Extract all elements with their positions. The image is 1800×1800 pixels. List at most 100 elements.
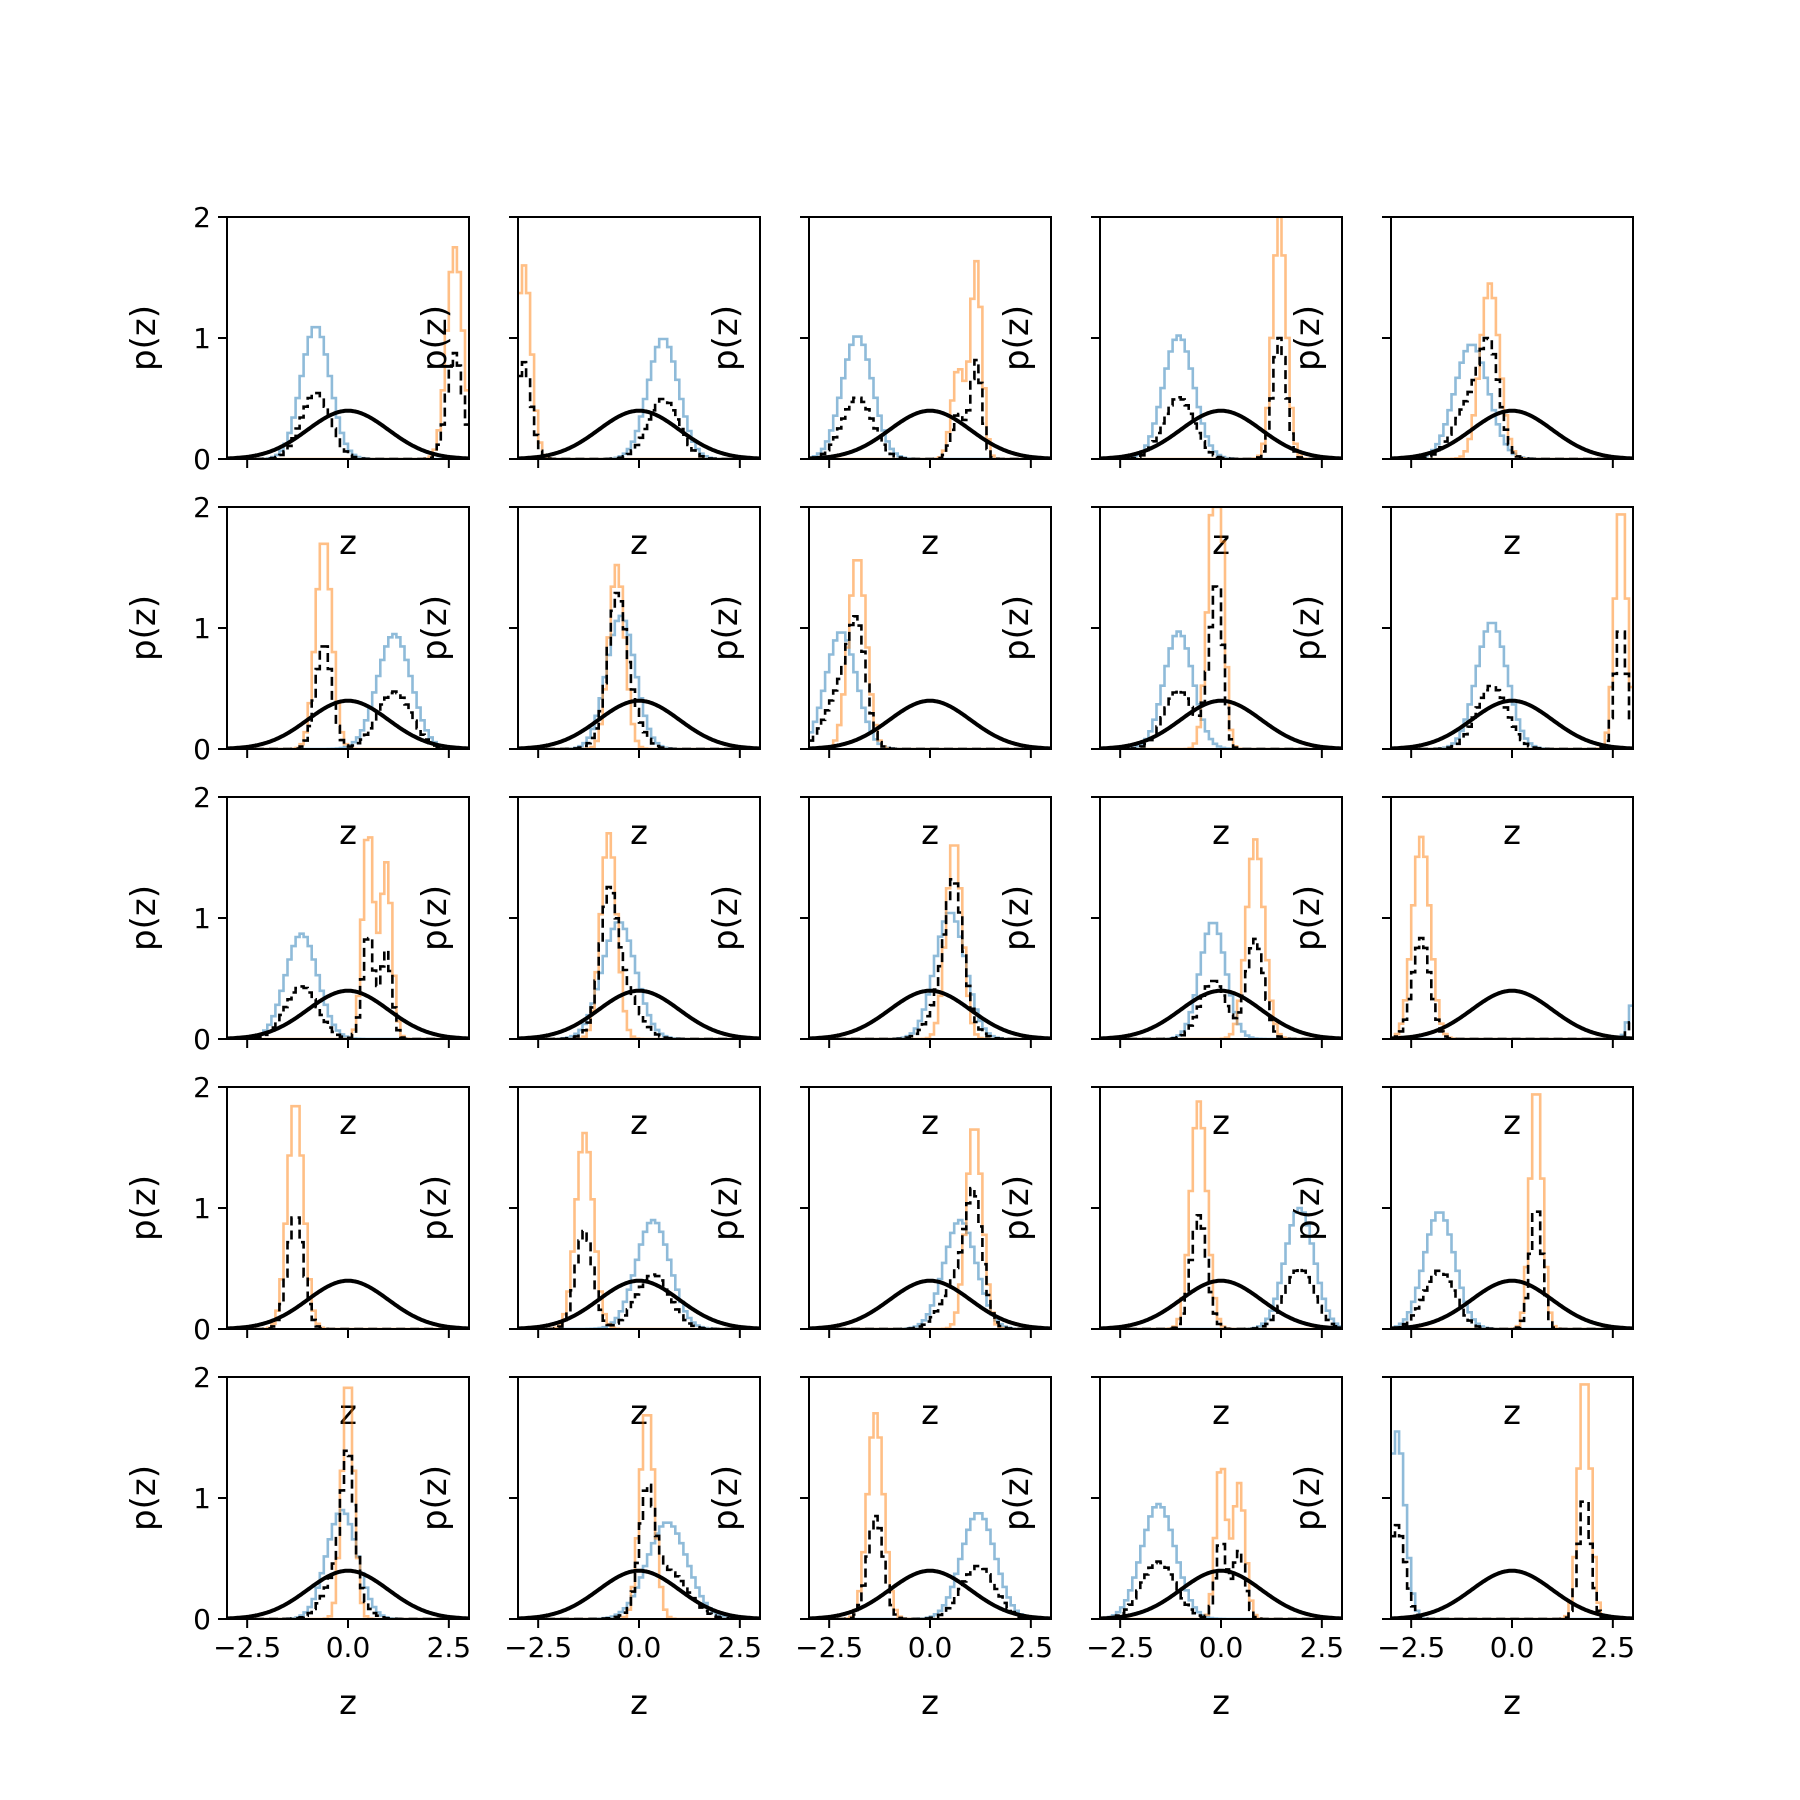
x-axis-label: z [339,813,357,853]
x-axis-label: z [630,1393,648,1433]
y-axis-label: p(z) [415,1465,455,1531]
y-axis-label: p(z) [706,1175,746,1241]
y-axis-label: p(z) [1288,305,1328,371]
prior-curve [518,1568,760,1619]
subplot-r2-c4: z p(z) [997,506,1343,853]
x-tick-label: 0.0 [908,1631,953,1664]
subplot-r2-c5: z p(z) [1288,506,1634,853]
x-axis-label: z [339,1393,357,1433]
subplot-r1-c2: z p(z) [415,216,761,563]
x-axis-label: z [339,1683,357,1723]
x-axis-label: z [339,1103,357,1143]
x-tick-label: 0.0 [326,1631,371,1664]
x-axis-label: z [1212,1103,1230,1143]
x-axis-label: z [1212,1683,1230,1723]
x-axis-label: z [1503,813,1521,853]
subplot-plot-area [809,259,1051,459]
y-axis-label: p(z) [124,305,164,371]
x-axis-label: z [921,1393,939,1433]
y-axis-label: p(z) [706,885,746,951]
orange-histogram [227,1386,469,1619]
x-axis-label: z [1212,813,1230,853]
subplot-plot-area [1100,507,1342,749]
subplot-r2-c1: z 0 1 2 p(z) [124,491,470,853]
prior-curve [1391,1278,1633,1329]
y-tick-label: 0 [193,733,211,766]
subplot-plot-area [1391,835,1633,1039]
orange-histogram [518,832,760,1039]
x-tick-label: −2.5 [213,1631,281,1664]
y-axis-label: p(z) [997,305,1037,371]
prior-curve [1100,1568,1342,1619]
y-tick-label: 2 [193,1361,211,1394]
y-axis-label: p(z) [1288,885,1328,951]
y-axis-label: p(z) [706,595,746,661]
x-axis-label: z [921,523,939,563]
prior-curve [1100,1278,1342,1329]
subplot-r1-c4: zp(z) [997,216,1343,563]
subplot-panels: z 0 1 2 p(z) z p(z) z p(z) z p(z) z p(z) z 0 1 2 p(z) z p(z… [124,201,1635,1723]
subplot-r5-c5: −2.5 0.0 2.5 z p(z) [1288,1376,1635,1723]
prior-curve [518,698,760,749]
x-axis-label: z [630,523,648,563]
y-tick-label: 0 [193,443,211,476]
dashed-combined-histogram [809,1186,1051,1329]
subplot-plot-area [1391,282,1633,459]
orange-histogram [1391,1093,1633,1329]
y-tick-label: 0 [193,1603,211,1636]
y-tick-label: 1 [193,612,211,645]
x-axis-label: z [1212,1393,1230,1433]
orange-histogram [1100,838,1342,1039]
prior-curve [227,988,469,1039]
orange-histogram [1391,513,1633,749]
x-axis-label: z [921,1683,939,1723]
blue-histogram [1100,1502,1342,1619]
subplot-plot-area [518,1414,760,1619]
y-axis-label: p(z) [997,595,1037,661]
x-tick-label: −2.5 [504,1631,572,1664]
subplot-r5-c3: −2.5 0.0 2.5 z p(z) [706,1376,1053,1723]
x-tick-label: 0.0 [1490,1631,1535,1664]
y-axis-label: p(z) [1288,595,1328,661]
y-tick-label: 2 [193,201,211,234]
prior-curve [1391,988,1633,1039]
prior-curve [1100,698,1342,749]
subplot-r3-c1: z 0 1 2 p(z) [124,781,470,1143]
subplot-plot-area [1100,838,1342,1039]
subplot-r5-c2: −2.5 0.0 2.5 z p(z) [415,1376,762,1723]
y-tick-label: 0 [193,1023,211,1056]
x-axis-label: z [630,1103,648,1143]
subplot-plot-area [227,246,469,459]
subplot-r3-c3: z p(z) [706,796,1052,1143]
subplot-r5-c1: −2.5 0.0 2.5 z 0 1 2 p(z) [124,1361,471,1723]
subplot-r4-c2: z p(z) [415,1086,761,1433]
subplot-r3-c5: z p(z) [1288,796,1634,1143]
orange-histogram [227,246,469,459]
prior-curve [809,1278,1051,1329]
dashed-combined-histogram [518,591,760,749]
prior-curve [518,1278,760,1329]
y-tick-label: 1 [193,322,211,355]
x-tick-label: 0.0 [617,1631,662,1664]
prior-curve [809,408,1051,459]
y-axis-label: p(z) [706,1465,746,1531]
dashed-combined-histogram [1100,585,1342,749]
subplot-plot-area [1100,1467,1342,1619]
y-tick-label: 2 [193,781,211,814]
x-tick-label: −2.5 [1086,1631,1154,1664]
x-axis-label: z [630,813,648,853]
dashed-combined-histogram [1391,630,1633,749]
y-tick-label: 1 [193,902,211,935]
orange-histogram [809,844,1051,1039]
prior-curve [1391,698,1633,749]
orange-histogram [1100,1100,1342,1329]
prior-curve [1391,408,1633,459]
y-axis-label: p(z) [997,885,1037,951]
subplot-r2-c2: z p(z) [415,506,761,853]
subplot-r1-c5: z p(z) [1288,216,1634,563]
x-tick-label: −2.5 [1377,1631,1445,1664]
y-tick-label: 2 [193,491,211,524]
x-axis-label: z [921,1103,939,1143]
